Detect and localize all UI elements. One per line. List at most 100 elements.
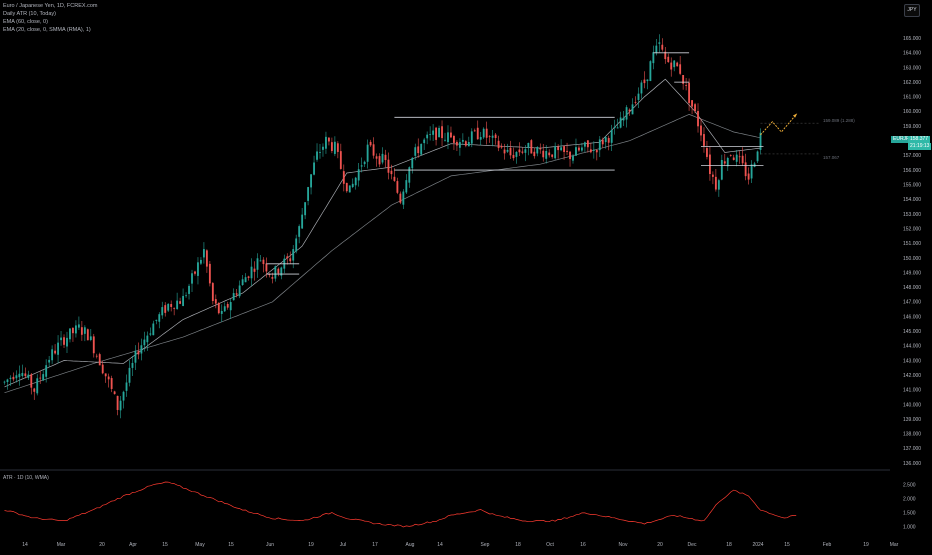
candle-body [6,379,9,383]
candle-body [289,258,292,262]
candle-body [9,377,12,379]
candle-body [250,266,253,279]
candle-body [750,164,753,179]
candles-group[interactable] [3,34,762,419]
atr-axis: 1.000 1.500 2.000 2.500 [903,483,916,531]
candle-body [453,135,455,143]
candle-body [488,136,491,137]
candle-body [435,127,438,140]
candle-body [583,142,586,147]
indicator-ema-20-label[interactable]: EMA (20, close, 0, SMMA (RMA), 1) [3,27,91,33]
candle-body [122,391,125,401]
candle-body [143,339,146,346]
candle-body [628,109,631,112]
candle-body [753,163,756,167]
candle-body [274,266,277,279]
candle-body [458,142,461,148]
candle-body [194,271,196,274]
candle-body [152,323,155,336]
candle-body [592,149,595,151]
candle-body [703,134,705,146]
candle-body [18,373,21,378]
candle-body [188,285,190,294]
candle-body [149,333,152,335]
atr-tick-label: 1.500 [903,510,916,516]
price-axis[interactable]: 136.000 137.000 138.000 139.000 140.000 141.0… [903,36,921,467]
price-tick-label: 140.000 [903,402,921,408]
time-tick-label: 18 [726,542,732,548]
time-tick-label: Apr [129,542,137,548]
candle-body [655,45,658,54]
candle-body [271,277,274,279]
candle-body [506,149,509,152]
price-tick-label: 155.000 [903,182,921,188]
candle-body [75,325,77,334]
indicator-atr-label[interactable]: Daily ATR (10, Today) [3,11,56,17]
candle-body [572,155,574,161]
candle-body [405,180,408,193]
candle-body [265,263,268,272]
time-tick-label: 20 [657,542,663,548]
candle-body [179,301,182,304]
candle-body [744,162,747,177]
currency-button[interactable]: JPY [904,4,920,17]
candle-body [301,214,304,229]
candle-body [515,151,518,157]
candle-body [491,135,494,138]
price-tick-label: 146.000 [903,314,921,320]
candle-body [298,226,301,237]
candle-body [539,148,542,150]
candle-body [319,152,321,153]
candle-body [708,154,711,175]
candle-body [688,82,691,103]
candle-body [649,61,652,82]
candle-body [322,146,324,150]
candle-body [554,146,557,159]
time-tick-label: Jun [266,542,274,548]
ema-slow-line [4,114,761,394]
price-tick-label: 153.000 [903,212,921,218]
candle-body [339,151,342,169]
candle-body [116,395,119,410]
candle-body [548,152,551,156]
candle-body [185,295,187,297]
candle-body [253,268,256,272]
candle-body [247,276,250,278]
candle-body [146,335,149,343]
candle-body [441,126,443,139]
candle-body [694,104,696,112]
candle-body [563,146,565,152]
candle-body [640,82,643,94]
candle-body [634,102,637,103]
candle-body [366,144,369,162]
price-tick-label: 156.000 [903,168,921,174]
candle-body [357,169,360,181]
candle-body [682,75,685,84]
candle-body [700,125,702,136]
candle-body [470,131,473,144]
candle-body [518,149,521,153]
candle-body [277,268,280,274]
time-tick-label: Aug [406,542,415,548]
candle-body [375,156,378,159]
candle-body [348,185,351,193]
candle-body [450,132,452,138]
atr-pane-title[interactable]: ATR · 1D (10, WMA) [3,475,49,481]
indicator-ema-60-label[interactable]: EMA (60, close, 0) [3,19,48,25]
candle-body [595,150,598,153]
candle-body [438,127,440,138]
candle-body [72,327,74,334]
candle-body [557,146,560,151]
candle-body [336,143,339,152]
candle-body [601,139,604,145]
candle-body [342,171,345,184]
candle-body [408,167,411,183]
candle-body [128,367,131,383]
time-axis[interactable]: 14 Mar 20 Apr 15 May 15 Jun 19 Jul 17 Aug 14 Sep 18 Oct… [22,542,898,548]
candle-body [98,354,101,366]
candle-body [512,154,515,159]
time-tick-label: Mar [57,542,66,548]
time-tick-label: Dec [688,542,697,548]
candle-body [205,250,208,267]
candle-body [393,176,396,181]
